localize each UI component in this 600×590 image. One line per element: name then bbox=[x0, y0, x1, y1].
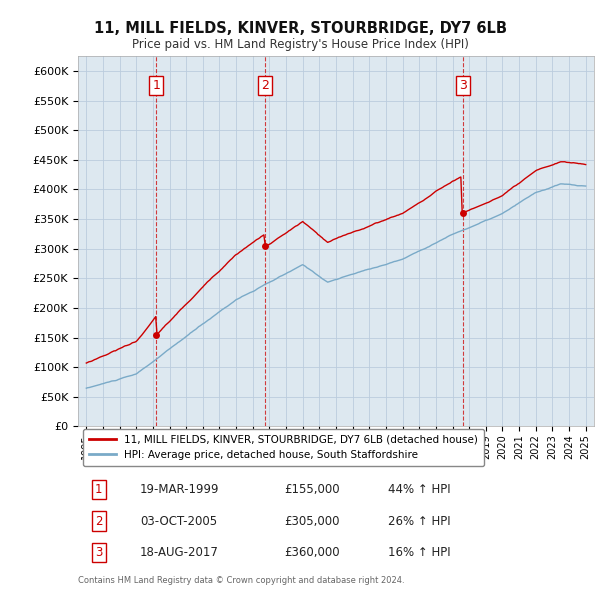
Text: 1: 1 bbox=[95, 483, 103, 496]
Text: Contains HM Land Registry data © Crown copyright and database right 2024.: Contains HM Land Registry data © Crown c… bbox=[78, 576, 404, 585]
Text: 1: 1 bbox=[152, 79, 160, 92]
Text: 11, MILL FIELDS, KINVER, STOURBRIDGE, DY7 6LB: 11, MILL FIELDS, KINVER, STOURBRIDGE, DY… bbox=[94, 21, 506, 35]
Legend: 11, MILL FIELDS, KINVER, STOURBRIDGE, DY7 6LB (detached house), HPI: Average pri: 11, MILL FIELDS, KINVER, STOURBRIDGE, DY… bbox=[83, 428, 484, 466]
Text: 2: 2 bbox=[95, 514, 103, 527]
Text: 44% ↑ HPI: 44% ↑ HPI bbox=[388, 483, 450, 496]
Text: 16% ↑ HPI: 16% ↑ HPI bbox=[388, 546, 450, 559]
Text: 18-AUG-2017: 18-AUG-2017 bbox=[140, 546, 219, 559]
Text: 3: 3 bbox=[459, 79, 467, 92]
Text: 2: 2 bbox=[262, 79, 269, 92]
Text: 03-OCT-2005: 03-OCT-2005 bbox=[140, 514, 217, 527]
Text: £305,000: £305,000 bbox=[284, 514, 340, 527]
Text: 26% ↑ HPI: 26% ↑ HPI bbox=[388, 514, 450, 527]
Text: 19-MAR-1999: 19-MAR-1999 bbox=[140, 483, 220, 496]
Text: 3: 3 bbox=[95, 546, 103, 559]
Text: £360,000: £360,000 bbox=[284, 546, 340, 559]
Text: £155,000: £155,000 bbox=[284, 483, 340, 496]
Text: Price paid vs. HM Land Registry's House Price Index (HPI): Price paid vs. HM Land Registry's House … bbox=[131, 38, 469, 51]
